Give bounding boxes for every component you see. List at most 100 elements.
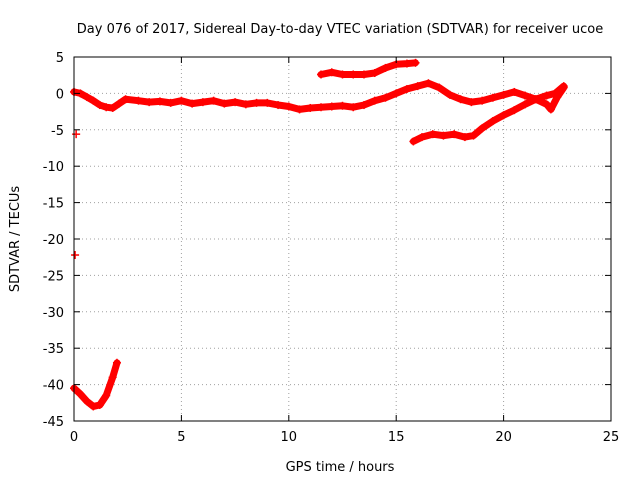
data-point bbox=[220, 99, 229, 108]
x-tick-label: 5 bbox=[177, 430, 185, 445]
data-point bbox=[370, 96, 379, 105]
data-point bbox=[359, 101, 368, 110]
data-point bbox=[188, 99, 197, 108]
data-point bbox=[89, 402, 98, 411]
data-point bbox=[177, 96, 186, 105]
data-point bbox=[198, 98, 207, 107]
data-point bbox=[231, 98, 240, 107]
data-point bbox=[274, 101, 283, 110]
data-point bbox=[121, 95, 130, 104]
data-point bbox=[478, 96, 487, 105]
data-point bbox=[306, 103, 315, 112]
x-tick-label: 10 bbox=[281, 430, 298, 445]
data-point bbox=[241, 100, 250, 109]
data-point bbox=[95, 400, 104, 409]
data-point bbox=[417, 133, 426, 142]
data-point bbox=[551, 89, 560, 98]
data-point bbox=[338, 101, 347, 110]
data-point bbox=[115, 99, 124, 108]
data-point bbox=[478, 124, 487, 133]
data-point bbox=[327, 68, 336, 77]
data-point bbox=[349, 103, 358, 112]
data-point bbox=[510, 106, 519, 115]
data-point bbox=[112, 358, 121, 367]
data-point bbox=[89, 96, 98, 105]
data-point bbox=[155, 97, 164, 106]
data-point bbox=[456, 95, 465, 104]
series-upper-arc bbox=[317, 59, 419, 78]
data-point bbox=[413, 82, 422, 91]
data-point bbox=[450, 130, 459, 139]
data-point bbox=[499, 111, 508, 120]
data-point bbox=[82, 397, 91, 406]
data-point bbox=[559, 82, 568, 91]
y-tick-label: -5 bbox=[51, 124, 64, 139]
y-tick-label: 5 bbox=[56, 51, 64, 66]
data-point bbox=[521, 91, 530, 100]
data-point bbox=[542, 91, 551, 100]
data-point bbox=[134, 96, 143, 105]
data-point bbox=[469, 131, 478, 140]
x-tick-label: 25 bbox=[603, 430, 620, 445]
data-point bbox=[488, 93, 497, 102]
data-point bbox=[370, 69, 379, 78]
data-point bbox=[445, 90, 454, 99]
y-tick-label: -30 bbox=[43, 306, 64, 321]
data-point bbox=[435, 83, 444, 92]
y-tick-label: -45 bbox=[43, 415, 64, 430]
y-tick-label: -10 bbox=[43, 160, 64, 175]
data-point bbox=[381, 93, 390, 102]
data-point bbox=[542, 100, 551, 109]
data-point bbox=[531, 95, 540, 104]
y-tick-label: -35 bbox=[43, 342, 64, 357]
data-point bbox=[392, 89, 401, 98]
data-point bbox=[102, 391, 111, 400]
y-tick-label: -40 bbox=[43, 379, 64, 394]
y-axis-label: SDTVAR / TECUs bbox=[8, 186, 23, 293]
data-point bbox=[72, 130, 81, 139]
y-tick-label: -25 bbox=[43, 269, 64, 284]
data-point bbox=[521, 100, 530, 109]
data-point bbox=[295, 105, 304, 114]
x-tick-label: 15 bbox=[388, 430, 405, 445]
data-point bbox=[499, 90, 508, 99]
x-tick-label: 20 bbox=[495, 430, 512, 445]
x-axis-label: GPS time / hours bbox=[286, 460, 395, 475]
data-point bbox=[76, 390, 85, 399]
data-point bbox=[402, 59, 411, 68]
y-tick-label: -15 bbox=[43, 197, 64, 212]
data-point bbox=[381, 63, 390, 72]
data-point bbox=[510, 87, 519, 96]
data-point bbox=[317, 70, 326, 79]
data-point bbox=[327, 102, 336, 111]
data-point bbox=[428, 130, 437, 139]
chart-title: Day 076 of 2017, Sidereal Day-to-day VTE… bbox=[77, 22, 603, 37]
data-point bbox=[209, 96, 218, 105]
series-early-trace bbox=[70, 359, 121, 410]
series-main-trace bbox=[70, 79, 568, 113]
data-point bbox=[166, 98, 175, 107]
data-point bbox=[252, 98, 261, 107]
data-point bbox=[402, 85, 411, 94]
data-point bbox=[411, 58, 420, 67]
data-point bbox=[349, 70, 358, 79]
x-tick-label: 0 bbox=[70, 430, 78, 445]
data-point bbox=[338, 70, 347, 79]
y-tick-label: -20 bbox=[43, 233, 64, 248]
data-point bbox=[71, 251, 80, 260]
data-layer bbox=[70, 58, 568, 411]
data-point bbox=[467, 98, 476, 107]
data-point bbox=[284, 102, 293, 111]
data-point bbox=[108, 103, 117, 112]
data-point bbox=[460, 133, 469, 142]
data-point bbox=[108, 373, 117, 382]
grid bbox=[74, 57, 611, 421]
data-point bbox=[409, 137, 418, 146]
data-point bbox=[439, 131, 448, 140]
data-point bbox=[546, 105, 555, 114]
data-point bbox=[359, 70, 368, 79]
data-point bbox=[424, 79, 433, 88]
y-tick-label: 0 bbox=[56, 87, 64, 102]
data-point bbox=[95, 101, 104, 110]
